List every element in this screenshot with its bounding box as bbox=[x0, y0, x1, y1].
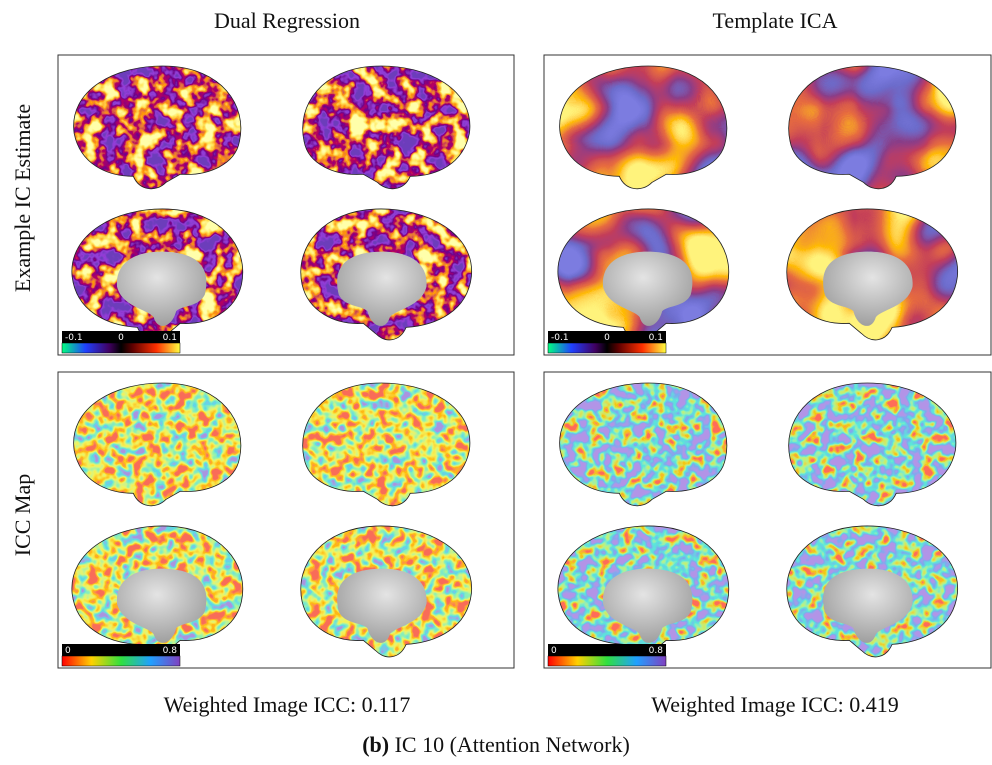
brain-panel: 0 0.8 bbox=[543, 371, 992, 669]
medial-wall bbox=[116, 568, 207, 643]
icc-text: Weighted Image ICC: 0.117 bbox=[164, 692, 411, 717]
brain-lateral bbox=[73, 66, 241, 189]
brain-lateral bbox=[302, 383, 470, 506]
colorbar bbox=[547, 342, 667, 354]
brain-lateral bbox=[559, 383, 727, 506]
colorbar-label: 0 bbox=[604, 333, 610, 343]
medial-wall bbox=[337, 568, 427, 643]
medial-wall bbox=[116, 251, 207, 326]
colorbar-label: -0.1 bbox=[551, 333, 569, 343]
panels: -0.1 0 0.1 -0.1 0 0.10 0.8 0 0.8 bbox=[57, 54, 992, 669]
colorbar-label: 0 bbox=[118, 333, 124, 343]
brain-panel: 0 0.8 bbox=[57, 371, 515, 669]
colorbar-label: 0.8 bbox=[163, 646, 178, 656]
colorbar bbox=[61, 655, 181, 667]
medial-wall bbox=[602, 568, 693, 643]
brain-lateral bbox=[788, 383, 956, 506]
colorbar-label: 0.8 bbox=[649, 646, 664, 656]
brain-lateral bbox=[788, 66, 956, 189]
row-label: Example IC Estimate bbox=[10, 104, 35, 292]
colorbar-label: 0 bbox=[65, 646, 71, 656]
medial-wall bbox=[337, 251, 427, 326]
column-title: Dual Regression bbox=[214, 8, 360, 33]
brain-panel: -0.1 0 0.1 bbox=[543, 54, 992, 356]
colorbar-label-strip bbox=[62, 331, 180, 343]
caption: (b) IC 10 (Attention Network) bbox=[362, 732, 630, 757]
colorbar bbox=[547, 655, 667, 667]
colorbar-label: 0.1 bbox=[163, 333, 177, 343]
medial-wall bbox=[823, 568, 913, 643]
row-label: ICC Map bbox=[10, 474, 35, 557]
colorbar-label: -0.1 bbox=[65, 333, 83, 343]
colorbar bbox=[61, 342, 181, 354]
brain-lateral bbox=[302, 66, 470, 189]
caption-text: IC 10 (Attention Network) bbox=[395, 732, 630, 757]
colorbar-label: 0 bbox=[551, 646, 557, 656]
medial-wall bbox=[823, 251, 913, 326]
icc-text: Weighted Image ICC: 0.419 bbox=[651, 692, 899, 717]
medial-wall bbox=[602, 251, 693, 326]
brain-lateral bbox=[73, 383, 241, 506]
brain-lateral bbox=[559, 66, 727, 189]
colorbar-label-strip bbox=[62, 644, 180, 656]
column-title: Template ICA bbox=[713, 8, 838, 33]
colorbar-label: 0.1 bbox=[649, 333, 663, 343]
colorbar-label-strip bbox=[548, 644, 666, 656]
brain-panel: -0.1 0 0.1 bbox=[57, 54, 515, 356]
caption-label: (b) bbox=[362, 732, 389, 757]
colorbar-label-strip bbox=[548, 331, 666, 343]
